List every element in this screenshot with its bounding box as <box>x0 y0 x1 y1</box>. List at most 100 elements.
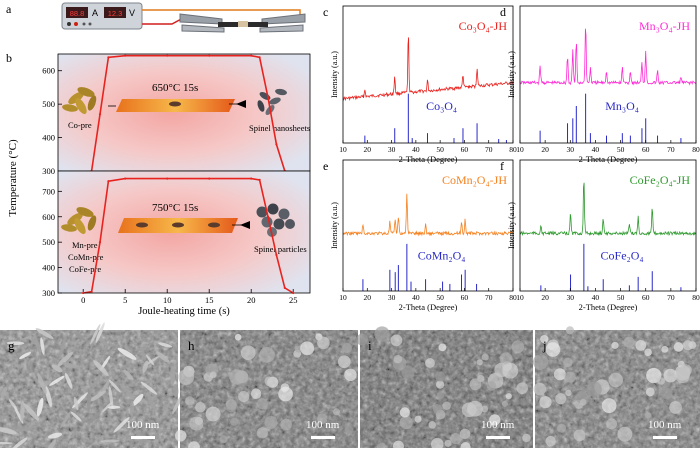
sem-image-i: i 100 nm <box>356 326 533 453</box>
x-tick-label: 30 <box>567 145 575 154</box>
curve-point <box>124 177 127 180</box>
xrd-xlabel: 2-Theta (Degree) <box>579 154 638 164</box>
xrd-xlabel: 2-Theta (Degree) <box>399 154 458 164</box>
heating-background <box>58 54 310 171</box>
x-tick-label: 40 <box>592 145 600 154</box>
sample-label-e: CoMn₂O₄-JH <box>442 173 507 187</box>
xrd-ylabel: Intensity (a.u.) <box>507 202 516 249</box>
curve-point <box>258 56 261 59</box>
voltage-unit: V <box>129 8 135 18</box>
curve-point <box>124 54 127 57</box>
x-tick-label: 50 <box>436 145 444 154</box>
y-tick-label: 700 <box>42 186 55 196</box>
x-tick-label: 10 <box>163 295 172 305</box>
x-tick-label: 40 <box>592 293 600 302</box>
x-tick-label: 20 <box>247 295 256 305</box>
curve-point <box>166 177 169 180</box>
xrd-ylabel: Intensity (a.u.) <box>507 51 516 98</box>
curve-point <box>250 54 253 57</box>
xrd-pattern-c <box>343 37 514 102</box>
co-precursor-icon <box>62 87 97 115</box>
x-tick-label: 10 <box>516 293 524 302</box>
y-tick-label: 500 <box>42 99 55 109</box>
product-label-particles: Spinel particles <box>254 244 307 254</box>
curve-point <box>90 290 93 293</box>
panel-label-d: d <box>500 5 506 19</box>
panel-b-ylabel: Temperature (°C) <box>7 139 19 217</box>
scale-bar-label: 100 nm <box>306 419 340 431</box>
x-tick-label: 60 <box>461 145 469 154</box>
mixed-precursor-icon <box>61 207 97 235</box>
scale-bar <box>311 436 335 439</box>
wire-positive <box>142 9 301 17</box>
xrd-xlabel: 2-Theta (Degree) <box>399 302 458 312</box>
scale-bar-label: 100 nm <box>481 419 515 431</box>
curve-point <box>98 241 102 244</box>
particle-product-icon <box>256 203 295 237</box>
xrd-panel-d: d 10 20 30 40 50 60 70 80 2-Theta (Degree) Intensi… <box>500 5 700 164</box>
xrd-frame <box>342 159 514 292</box>
panel-label-j: j <box>542 338 547 353</box>
panel-a-setup-schematic: a 88.8 A 12.3 V <box>6 2 306 33</box>
xrd-panel-e: e 10 20 30 40 50 60 70 80 2-Theta (Degree) Intensi… <box>323 159 517 312</box>
xrd-pattern-e <box>342 193 514 237</box>
x-tick-label: 80 <box>509 293 517 302</box>
x-tick-label: 50 <box>617 145 625 154</box>
curve-point <box>98 113 102 116</box>
x-tick-label: 30 <box>388 293 396 302</box>
xrd-frame <box>342 5 514 144</box>
x-tick-label: 50 <box>617 293 625 302</box>
curve-point <box>208 177 211 180</box>
x-tick-label: 80 <box>692 293 700 302</box>
x-tick-label: 70 <box>485 293 493 302</box>
y-tick-label: 400 <box>42 133 55 143</box>
bottom-heating-bar <box>118 218 238 233</box>
xrd-frame <box>519 5 697 144</box>
curve-point <box>107 180 110 183</box>
xrd-ylabel: Intensity (a.u.) <box>330 202 339 249</box>
curve-point <box>283 286 286 290</box>
curve-point <box>166 54 169 57</box>
panel-label-c: c <box>323 5 328 19</box>
reference-label-e: CoMn₂O₄ <box>418 249 466 263</box>
panel-label-b: b <box>6 51 12 65</box>
scale-bar <box>486 436 510 439</box>
x-tick-label: 10 <box>516 145 524 154</box>
curve-point <box>275 143 278 146</box>
curve-point <box>266 215 270 218</box>
precursor-label-mn: Mn-pre <box>72 240 98 250</box>
plateau-label-650: 650°C 15s <box>152 82 198 94</box>
plateau-label-750: 750°C 15s <box>152 202 198 214</box>
reference-label-d: Mn₃O₄ <box>605 99 639 113</box>
x-tick-label: 60 <box>642 293 650 302</box>
x-tick-label: 40 <box>412 293 420 302</box>
panel-b-xlabel: Joule-heating time (s) <box>138 306 230 317</box>
x-tick-label: 30 <box>567 293 575 302</box>
x-tick-label: 0 <box>81 295 85 305</box>
y-tick-label: 300 <box>42 166 55 176</box>
x-tick-label: 70 <box>485 145 493 154</box>
precursor-sample <box>238 21 248 27</box>
curve-point <box>258 178 261 181</box>
clamp-icon <box>179 13 306 33</box>
curve-point <box>292 291 295 295</box>
x-tick-label: 20 <box>364 145 372 154</box>
panel-label-h: h <box>188 338 195 353</box>
x-tick-label: 15 <box>205 295 214 305</box>
sample-label-f: CoFe₂O₄-JH <box>630 173 691 187</box>
xrd-pattern-f <box>519 182 697 237</box>
x-tick-label: 20 <box>541 145 549 154</box>
scale-bar <box>131 436 155 439</box>
y-tick-label: 600 <box>42 212 55 222</box>
panel-label-e: e <box>323 159 328 173</box>
precursor-label-comn: CoMn-pre <box>68 252 104 262</box>
xrd-panel-f: f 10 20 30 40 50 60 70 80 2-Theta (Degree) Intensi… <box>500 159 700 312</box>
x-tick-label: 20 <box>541 293 549 302</box>
y-tick-label: 300 <box>42 288 55 298</box>
panel-label-i: i <box>368 338 372 353</box>
scale-bar-label: 100 nm <box>126 419 160 431</box>
curve-point <box>266 96 270 99</box>
x-tick-label: 60 <box>461 293 469 302</box>
curve-point <box>82 291 85 295</box>
y-tick-label: 600 <box>42 66 55 76</box>
